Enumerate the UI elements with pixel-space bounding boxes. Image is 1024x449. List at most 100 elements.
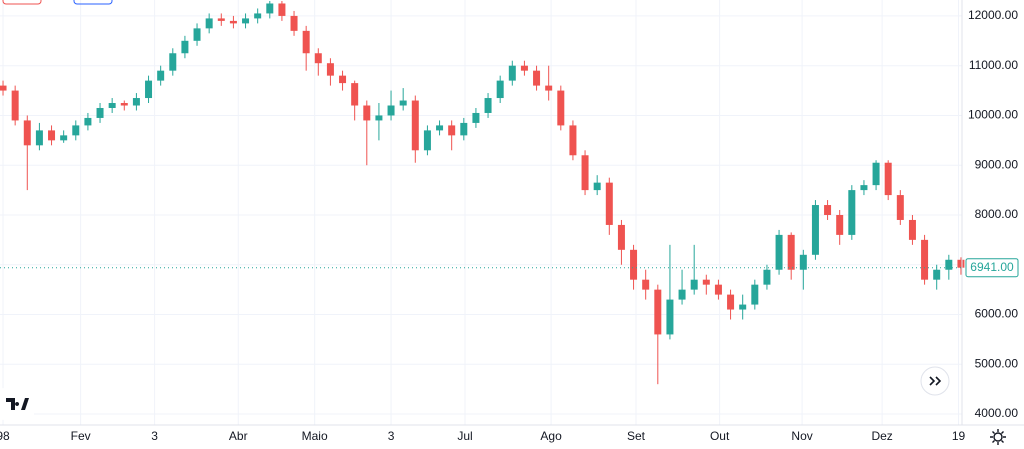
x-tick-label: Jul xyxy=(457,429,472,443)
x-tick-label: Abr xyxy=(229,429,248,443)
y-tick-label: 9000.00 xyxy=(975,157,1019,171)
x-tick-label: Maio xyxy=(302,429,328,443)
candle-body xyxy=(84,117,92,126)
candle-body xyxy=(60,135,68,141)
x-tick-label: Set xyxy=(627,429,646,443)
candle-body xyxy=(921,239,929,280)
candle-body xyxy=(908,219,916,240)
scroll-icon xyxy=(929,376,942,386)
candle-body xyxy=(811,205,819,255)
candle-body xyxy=(824,205,832,215)
candle-body xyxy=(132,98,140,106)
candle-body xyxy=(799,254,807,270)
candle-body xyxy=(399,100,407,106)
candle-body xyxy=(23,120,31,146)
logo-mark xyxy=(6,398,29,410)
gear-icon xyxy=(993,432,1003,442)
x-tick-label: Dez xyxy=(871,429,892,443)
candle-body xyxy=(508,65,516,81)
candle-body xyxy=(714,284,722,295)
candle-body xyxy=(242,18,250,24)
candle-body xyxy=(957,259,965,268)
y-tick-label: 10000.00 xyxy=(968,108,1018,122)
candle-body xyxy=(642,279,650,290)
x-tick-label: Out xyxy=(710,429,730,443)
x-tick-label: Nov xyxy=(791,429,812,443)
candle-body xyxy=(836,214,844,235)
candle-body xyxy=(848,190,856,235)
x-tick-label: 19 xyxy=(952,429,966,443)
candle-body xyxy=(933,269,941,280)
candle-body xyxy=(290,15,298,31)
candle-body xyxy=(581,155,589,191)
candle-body xyxy=(339,75,347,84)
candle-body xyxy=(0,85,7,91)
candle-body xyxy=(314,53,322,64)
gear-teeth xyxy=(990,429,1006,445)
candle-body xyxy=(545,85,553,91)
x-tick-label: 3 xyxy=(388,429,395,443)
candle-body xyxy=(387,105,395,116)
candle-body xyxy=(254,13,262,19)
candle-body xyxy=(484,98,492,113)
candle-body xyxy=(35,130,43,146)
candle-body xyxy=(436,125,444,131)
candle-body xyxy=(751,284,759,305)
y-tick-label: 8000.00 xyxy=(975,207,1019,221)
legend-box xyxy=(2,0,42,5)
candle-body xyxy=(557,90,565,126)
candle-body xyxy=(145,80,153,99)
candle-body xyxy=(775,234,783,270)
candle-body xyxy=(48,130,56,141)
labels: 4000.005000.006000.007000.008000.009000.… xyxy=(0,8,1019,443)
candle-body xyxy=(666,299,674,335)
x-tick-label: 3 xyxy=(151,429,158,443)
candle-body xyxy=(739,304,747,310)
candle-body xyxy=(229,20,237,24)
candle-body xyxy=(169,53,177,71)
legend-box xyxy=(73,0,113,5)
x-tick-label: Ago xyxy=(540,429,562,443)
y-tick-label: 4000.00 xyxy=(975,406,1019,420)
candle-body xyxy=(884,162,892,196)
x-tick-label: Fev xyxy=(71,429,91,443)
tradingview-logo[interactable] xyxy=(0,388,34,420)
candle-body xyxy=(217,18,225,21)
candle-body xyxy=(702,279,710,285)
candle-body xyxy=(72,125,80,136)
y-tick-label: 5000.00 xyxy=(975,356,1019,370)
candle-body xyxy=(472,112,480,123)
candle-body xyxy=(763,269,771,285)
candle-body xyxy=(945,259,953,270)
candle-body xyxy=(678,289,686,300)
candle-body xyxy=(326,63,334,76)
candle-body xyxy=(375,115,383,121)
candle-body xyxy=(448,125,456,136)
candle-body xyxy=(690,279,698,290)
candle-body xyxy=(787,234,795,270)
candle-body xyxy=(520,65,528,71)
y-tick-label: 11000.00 xyxy=(969,58,1018,72)
candle-body xyxy=(617,224,625,250)
candle-body xyxy=(533,70,541,86)
candle-body xyxy=(727,294,735,310)
settings-button[interactable] xyxy=(990,429,1006,445)
candle-body xyxy=(157,70,165,81)
candle-body xyxy=(193,28,201,41)
candle-body xyxy=(278,3,286,16)
candle-body xyxy=(460,122,468,136)
y-tick-label: 12000.00 xyxy=(968,8,1018,22)
scroll-button[interactable] xyxy=(920,366,950,396)
candle-body xyxy=(351,83,359,106)
candle-body xyxy=(411,100,419,151)
candle-body xyxy=(423,130,431,151)
candle-body xyxy=(181,40,189,54)
y-tick-label: 6000.00 xyxy=(975,307,1019,321)
candle-body xyxy=(654,289,662,335)
candle-body xyxy=(205,18,213,29)
candle-body xyxy=(569,125,577,156)
candle-body xyxy=(630,249,638,280)
candle-body xyxy=(266,3,274,14)
